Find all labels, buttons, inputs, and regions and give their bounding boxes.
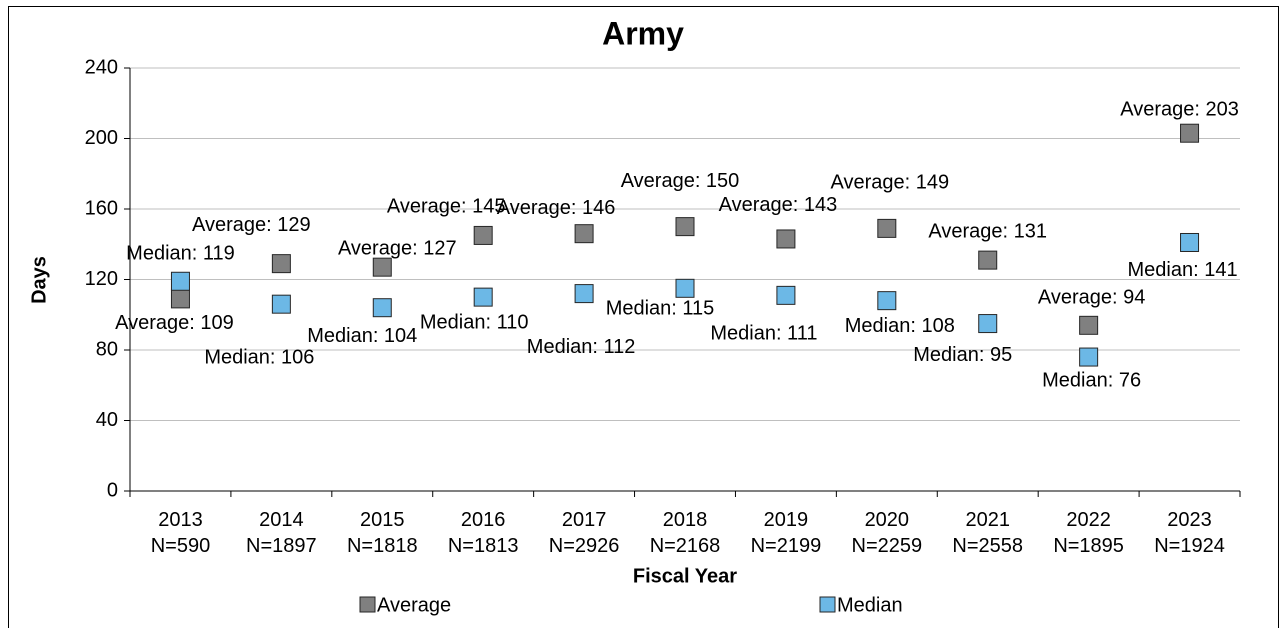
- data-label: Median: 111: [710, 323, 817, 345]
- data-label: Average: 150: [621, 170, 740, 192]
- x-tick-label: 2015 N=1818: [346, 509, 418, 557]
- marker: [877, 291, 897, 311]
- data-label: Average: 127: [338, 237, 457, 259]
- x-tick-label: 2018 N=2168: [649, 509, 721, 557]
- x-tick-label: 2013 N=590: [150, 509, 211, 557]
- data-label: Median: 110: [420, 311, 529, 333]
- marker: [877, 218, 897, 238]
- x-tick-label: 2023 N=1924: [1154, 509, 1225, 557]
- marker: [271, 294, 291, 314]
- data-label: Median: 76: [1042, 369, 1141, 391]
- legend-swatch: [359, 596, 376, 613]
- marker: [1180, 123, 1200, 143]
- x-tick-label: 2019 N=2199: [750, 509, 822, 557]
- marker: [1079, 315, 1099, 335]
- x-tick-label: 2021 N=2558: [952, 509, 1024, 557]
- data-label: Average: 203: [1120, 98, 1239, 120]
- data-label: Median: 115: [606, 298, 715, 320]
- marker: [372, 298, 392, 318]
- data-label: Median: 106: [204, 346, 314, 368]
- y-tick-label: 240: [85, 56, 118, 78]
- marker: [978, 250, 998, 270]
- marker: [1180, 232, 1200, 252]
- x-tick-label: 2016 N=1813: [447, 509, 519, 557]
- x-axis-title: Fiscal Year: [633, 565, 737, 587]
- marker: [574, 284, 594, 304]
- data-label: Average: 146: [497, 197, 616, 219]
- y-tick-label: 80: [96, 338, 118, 360]
- marker: [675, 278, 695, 298]
- data-label: Median: 141: [1128, 259, 1238, 281]
- data-label: Average: 143: [719, 194, 838, 216]
- data-label: Average: 131: [928, 220, 1047, 242]
- legend-label: Median: [837, 594, 903, 616]
- marker: [170, 289, 190, 309]
- y-axis-title: Days: [28, 256, 50, 304]
- data-label: Median: 104: [307, 325, 417, 347]
- data-label: Average: 145: [387, 196, 506, 218]
- data-label: Median: 112: [527, 336, 636, 358]
- data-label: Average: 149: [831, 172, 950, 194]
- y-tick-label: 0: [107, 479, 118, 501]
- marker: [473, 225, 493, 245]
- legend-label: Average: [377, 594, 451, 616]
- marker: [170, 271, 190, 291]
- marker: [675, 217, 695, 237]
- marker: [372, 257, 392, 277]
- marker: [776, 285, 796, 305]
- marker: [574, 224, 594, 244]
- data-label: Average: 109: [115, 312, 234, 334]
- legend-swatch: [819, 596, 836, 613]
- data-label: Average: 94: [1038, 287, 1146, 309]
- marker: [271, 254, 291, 274]
- x-tick-label: 2020 N=2259: [851, 509, 923, 557]
- y-tick-label: 200: [85, 127, 118, 149]
- y-tick-label: 160: [85, 197, 118, 219]
- marker: [978, 314, 998, 334]
- x-tick-label: 2014 N=1897: [246, 509, 317, 557]
- chart-title: Army: [602, 15, 684, 51]
- y-tick-label: 120: [85, 268, 118, 290]
- marker: [1079, 347, 1099, 367]
- x-tick-label: 2017 N=2926: [548, 509, 620, 557]
- y-tick-label: 40: [96, 409, 118, 431]
- data-label: Median: 108: [845, 315, 955, 337]
- data-label: Median: 119: [126, 243, 235, 265]
- marker: [473, 287, 493, 307]
- data-label: Median: 95: [913, 344, 1012, 366]
- x-tick-label: 2022 N=1895: [1053, 509, 1124, 557]
- chart-border: [8, 6, 1279, 628]
- data-label: Average: 129: [192, 214, 311, 236]
- marker: [776, 229, 796, 249]
